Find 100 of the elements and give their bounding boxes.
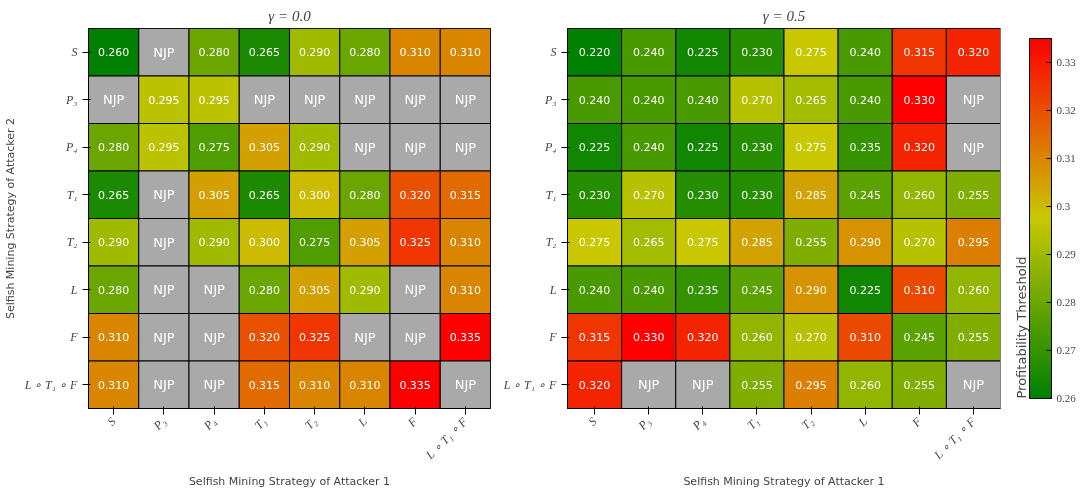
data-label: 0.220 <box>578 46 611 60</box>
data-label: 0.240 <box>578 93 611 107</box>
data-label: 0.225 <box>849 283 881 297</box>
data-label: 0.300 <box>298 188 331 202</box>
text: NJP <box>454 377 477 393</box>
data-label: 0.320 <box>687 331 719 345</box>
data-label: 0.330 <box>903 93 936 107</box>
data-label: 0.270 <box>632 188 665 202</box>
y-tick-label: T₁ <box>66 187 78 202</box>
y-tick-label: F <box>548 330 558 345</box>
color-bar-label: 0.27 <box>1056 344 1077 356</box>
data-label: 0.240 <box>632 283 665 297</box>
y-tick-label: L ∘ T₁ ∘ F <box>502 377 557 392</box>
data-label: 0.310 <box>298 378 331 392</box>
y-tick-label: L <box>69 282 78 297</box>
text: NJP <box>203 329 225 345</box>
data-label: 0.300 <box>248 236 281 250</box>
text: NJP <box>102 92 125 108</box>
text: NJP <box>153 44 175 60</box>
data-label: 0.230 <box>741 141 773 155</box>
data-label: 0.280 <box>349 188 381 202</box>
color-bar-label: 0.32 <box>1056 104 1076 116</box>
data-label: 0.315 <box>578 331 611 345</box>
data-label: 0.290 <box>849 236 881 250</box>
data-label: 0.270 <box>903 236 936 250</box>
y-tick-label: L <box>548 282 557 297</box>
text: NJP <box>404 329 426 345</box>
data-label: 0.230 <box>741 188 773 202</box>
data-label: 0.290 <box>298 141 331 155</box>
y-tick-label: P₃ <box>65 92 78 107</box>
chart-title: γ = 0.0 <box>268 7 312 24</box>
y-tick-label: P₄ <box>544 140 557 155</box>
y-tick-label: T₂ <box>545 235 557 250</box>
x-tick-label: S <box>104 414 119 429</box>
data-label: 0.275 <box>198 141 230 155</box>
data-label: 0.310 <box>97 378 130 392</box>
text: NJP <box>354 92 376 108</box>
data-label: 0.320 <box>578 378 611 392</box>
y-tick-label: T₁ <box>545 187 557 202</box>
data-label: 0.320 <box>399 188 431 202</box>
text: NJP <box>962 139 985 155</box>
data-label: 0.230 <box>687 188 719 202</box>
data-label: 0.290 <box>349 283 381 297</box>
x-tick-label: L <box>354 414 371 430</box>
data-label: 0.240 <box>632 46 665 60</box>
data-label: 0.335 <box>399 378 431 392</box>
data-label: 0.310 <box>349 378 381 392</box>
data-label: 0.240 <box>687 93 719 107</box>
data-label: 0.320 <box>957 46 990 60</box>
y-tick-label: L ∘ T₁ ∘ F <box>23 377 78 392</box>
data-label: 0.275 <box>795 46 827 60</box>
data-label: 0.260 <box>903 188 936 202</box>
data-label: 0.255 <box>903 378 936 392</box>
data-label: 0.280 <box>97 141 130 155</box>
data-label: 0.330 <box>632 331 665 345</box>
data-label: 0.315 <box>903 46 936 60</box>
data-label: 0.280 <box>349 46 381 60</box>
data-label: 0.230 <box>741 46 773 60</box>
color-bar-label: 0.31 <box>1056 152 1076 164</box>
y-tick-label: P₄ <box>65 140 78 155</box>
text: NJP <box>203 282 225 298</box>
x-tick-label: S <box>585 414 600 429</box>
data-label: 0.295 <box>148 141 180 155</box>
data-label: 0.295 <box>148 93 180 107</box>
x-tick-label: P₃ <box>150 414 169 434</box>
text: NJP <box>454 139 477 155</box>
data-label: 0.320 <box>903 141 936 155</box>
data-label: 0.275 <box>795 141 827 155</box>
data-label: 0.315 <box>248 378 281 392</box>
data-label: 0.245 <box>849 188 881 202</box>
data-label: 0.290 <box>198 236 230 250</box>
data-label: 0.275 <box>687 236 719 250</box>
x-tick-label: L ∘ T₁ ∘ F <box>930 414 979 463</box>
data-label: 0.255 <box>957 188 990 202</box>
data-label: 0.275 <box>578 236 611 250</box>
data-label: 0.305 <box>298 283 331 297</box>
x-tick-label: F <box>908 414 925 431</box>
data-label: 0.280 <box>198 46 230 60</box>
data-label: 0.260 <box>97 46 130 60</box>
data-label: 0.310 <box>449 283 482 297</box>
chart-title: γ = 0.5 <box>762 7 806 24</box>
x-tick-label: L ∘ T₁ ∘ F <box>422 414 471 463</box>
text: NJP <box>303 92 326 108</box>
y-tick-label: T₂ <box>66 235 78 250</box>
x-tick-label: P₄ <box>200 414 220 434</box>
data-label: 0.325 <box>298 331 331 345</box>
data-label: 0.225 <box>687 46 719 60</box>
data-label: 0.240 <box>632 141 665 155</box>
text: NJP <box>354 329 376 345</box>
y-axis-title: Selfish Mining Strategy of Attacker 2 <box>3 117 17 320</box>
text: NJP <box>454 92 477 108</box>
color-bar-label: 0.28 <box>1056 296 1077 308</box>
data-label: 0.265 <box>632 236 665 250</box>
data-label: 0.265 <box>795 93 827 107</box>
x-tick-label: T₂ <box>798 414 817 433</box>
text: NJP <box>692 377 714 393</box>
data-label: 0.310 <box>849 331 881 345</box>
data-label: 0.310 <box>399 46 431 60</box>
color-bar-label: 0.29 <box>1056 248 1077 260</box>
text: NJP <box>153 187 175 203</box>
